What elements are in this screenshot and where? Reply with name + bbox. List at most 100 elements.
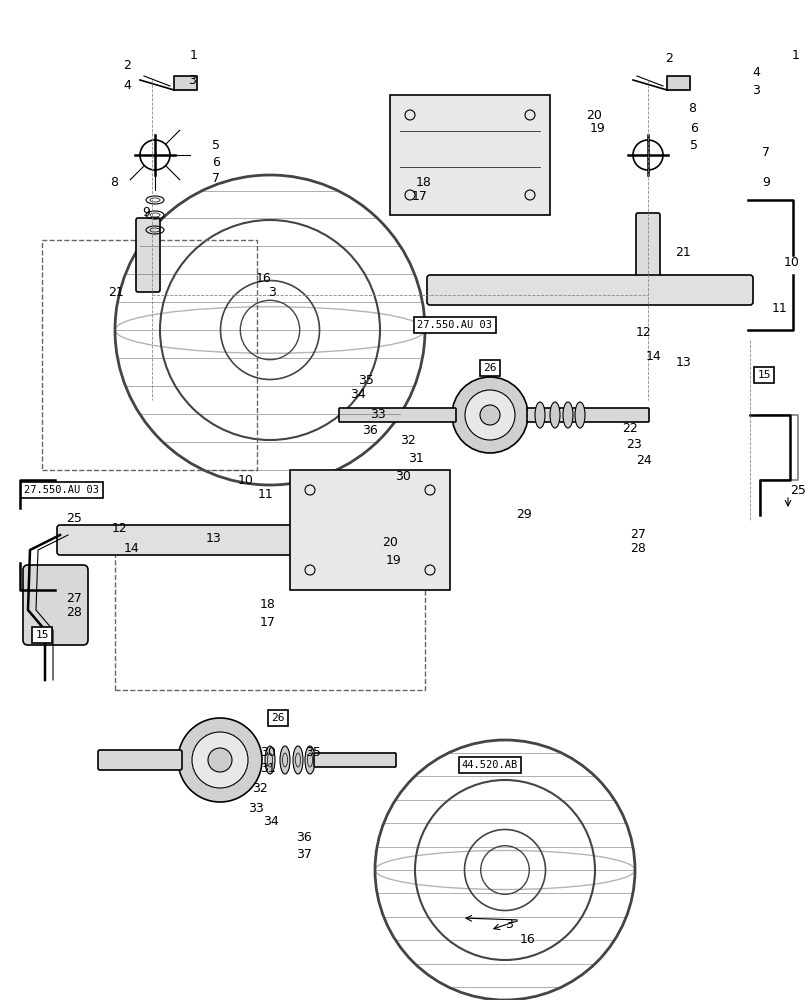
Ellipse shape [305,746,315,774]
Text: 27.550.AU 03: 27.550.AU 03 [417,320,492,330]
Text: 3: 3 [268,286,276,298]
Ellipse shape [534,402,544,428]
FancyBboxPatch shape [338,408,456,422]
Text: 23: 23 [625,438,641,452]
Text: 34: 34 [263,815,278,828]
Text: 15: 15 [35,630,49,640]
Polygon shape [666,76,689,90]
Text: 22: 22 [621,422,637,434]
Text: 21: 21 [674,245,690,258]
Text: 35: 35 [305,745,320,758]
FancyBboxPatch shape [98,750,182,770]
Circle shape [479,405,500,425]
Text: 33: 33 [370,408,385,422]
Text: 13: 13 [206,532,221,544]
Text: 36: 36 [296,831,311,844]
Text: 27: 27 [66,591,82,604]
Text: 11: 11 [258,488,273,502]
Text: 13: 13 [676,356,691,368]
FancyBboxPatch shape [526,408,648,422]
Text: 35: 35 [358,373,373,386]
Text: 14: 14 [124,542,139,554]
Text: 17: 17 [260,615,276,628]
Text: 12: 12 [635,326,651,338]
FancyBboxPatch shape [290,470,449,590]
FancyBboxPatch shape [135,218,160,292]
Text: 16: 16 [255,271,272,284]
Text: 8: 8 [109,176,118,189]
Ellipse shape [293,746,303,774]
Text: 7: 7 [212,172,220,185]
Ellipse shape [549,402,560,428]
Text: 21: 21 [108,286,123,298]
Text: 1: 1 [190,49,198,62]
Text: 24: 24 [635,454,651,466]
Text: 28: 28 [629,542,645,554]
Text: 14: 14 [646,351,661,363]
Text: 4: 4 [122,79,131,92]
Text: 36: 36 [362,424,377,436]
Text: 18: 18 [260,598,276,611]
Text: 25: 25 [789,484,805,496]
Text: 3: 3 [751,84,759,97]
Text: 32: 32 [251,782,268,794]
Ellipse shape [280,746,290,774]
Circle shape [465,390,514,440]
Ellipse shape [574,402,584,428]
Text: 10: 10 [783,255,799,268]
Text: 3: 3 [504,918,513,931]
Ellipse shape [562,402,573,428]
Text: 20: 20 [381,536,397,548]
Text: 34: 34 [350,388,365,401]
Text: 8: 8 [687,102,695,115]
FancyBboxPatch shape [57,525,333,555]
Text: 5: 5 [212,139,220,152]
FancyBboxPatch shape [635,213,659,287]
Circle shape [208,748,232,772]
FancyBboxPatch shape [389,95,549,215]
FancyBboxPatch shape [23,565,88,645]
Text: 20: 20 [586,109,601,122]
Text: 19: 19 [590,122,605,135]
Text: 5: 5 [689,139,697,152]
Text: 25: 25 [66,512,82,524]
Text: 1: 1 [791,49,799,62]
Polygon shape [174,76,197,90]
Text: 29: 29 [515,508,531,522]
Text: 16: 16 [519,933,535,946]
Text: 6: 6 [212,156,220,169]
Text: 19: 19 [385,554,401,566]
Text: 7: 7 [761,146,769,159]
Text: 12: 12 [112,522,127,534]
Text: 31: 31 [407,452,423,464]
Text: 27: 27 [629,528,645,542]
Circle shape [452,377,527,453]
Text: 4: 4 [751,66,759,79]
Text: 10: 10 [238,474,254,487]
Text: 28: 28 [66,605,82,618]
Circle shape [178,718,262,802]
Text: 31: 31 [260,762,276,774]
FancyBboxPatch shape [314,753,396,767]
Text: 26: 26 [271,713,285,723]
Text: 30: 30 [260,745,276,758]
Text: 9: 9 [761,176,769,189]
Text: 32: 32 [400,434,415,446]
Text: 26: 26 [483,363,496,373]
Text: 17: 17 [411,190,427,203]
Text: 27.550.AU 03: 27.550.AU 03 [24,485,100,495]
Text: 37: 37 [296,848,311,861]
Text: 9: 9 [142,206,150,219]
Text: 2: 2 [122,59,131,72]
Text: 6: 6 [689,122,697,135]
Text: 44.520.AB: 44.520.AB [461,760,517,770]
Text: 18: 18 [415,176,431,189]
Circle shape [191,732,247,788]
Text: 3: 3 [188,74,195,87]
Text: 15: 15 [757,370,770,380]
FancyBboxPatch shape [427,275,752,305]
Ellipse shape [264,746,275,774]
Text: 33: 33 [247,801,264,814]
Text: 11: 11 [771,302,787,314]
Text: 2: 2 [664,52,672,65]
